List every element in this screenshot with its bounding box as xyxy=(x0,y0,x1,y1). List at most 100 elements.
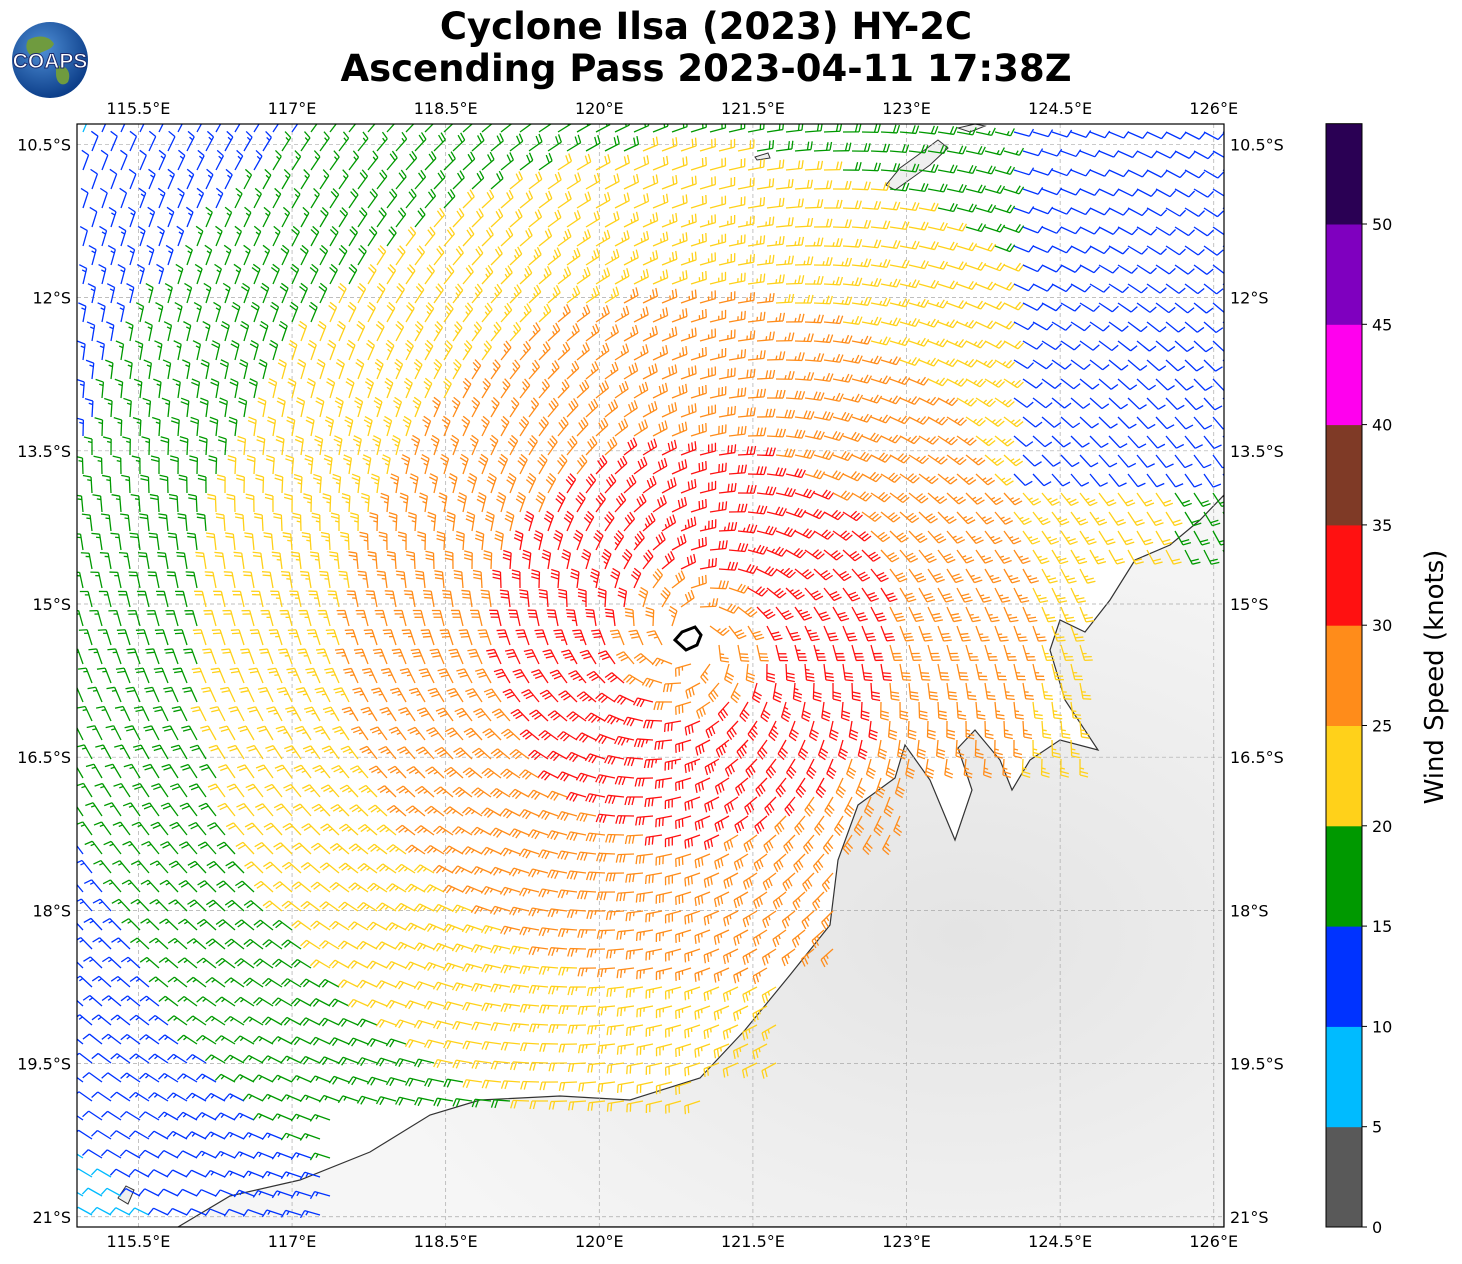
wind-barb-staff xyxy=(272,124,280,133)
wind-barb-feather xyxy=(691,214,694,224)
wind-barb-half-feather xyxy=(412,119,414,122)
wind-barb-half-feather xyxy=(679,352,682,357)
wind-barb-feather xyxy=(782,159,785,168)
wind-barb-feather xyxy=(691,404,694,413)
wind-barb-feather xyxy=(1235,328,1242,333)
wind-barb-feather xyxy=(691,366,694,375)
wind-barb-feather xyxy=(687,443,691,452)
wind-barb-staff xyxy=(443,124,454,133)
wind-barb-half-feather xyxy=(784,298,787,303)
wind-barb xyxy=(101,124,107,133)
wind-barb-half-feather xyxy=(78,460,83,463)
wind-barb xyxy=(291,124,299,133)
wind-barb xyxy=(177,112,185,133)
wind-barb-feather xyxy=(691,252,694,262)
wind-barb-staff xyxy=(462,124,474,133)
wind-barb-feather xyxy=(237,112,243,118)
wind-barb xyxy=(405,119,415,133)
wind-barb-feather xyxy=(688,367,691,377)
wind-barb xyxy=(1222,473,1224,477)
wind-barb-staff xyxy=(861,169,879,172)
wind-barb-half-feather xyxy=(659,352,662,357)
wind-barb-half-feather xyxy=(794,279,797,284)
wind-barb-staff xyxy=(253,124,260,133)
wind-barb-staff xyxy=(766,358,784,361)
wind-barb xyxy=(367,124,376,133)
wind-barb-half-feather xyxy=(219,118,222,121)
wind-barb-staff xyxy=(215,124,222,133)
wind-barb-feather xyxy=(1225,347,1232,351)
wind-barb xyxy=(1222,397,1224,401)
wind-barb-staff xyxy=(281,476,284,494)
wind-barb xyxy=(1222,245,1224,248)
wind-barb-feather xyxy=(772,178,775,187)
wind-barb xyxy=(310,124,318,133)
wind-barb-feather xyxy=(685,232,688,241)
wind-barb-staff xyxy=(81,457,84,475)
wind-barb-staff xyxy=(82,124,88,133)
wind-barb-staff xyxy=(756,377,774,380)
wind-barb-half-feather xyxy=(630,218,633,224)
wind-barb xyxy=(481,124,493,133)
wind-barb-staff xyxy=(766,435,784,438)
small-island-3 xyxy=(956,124,987,133)
wind-barb-feather xyxy=(686,124,688,127)
wind-barb-feather xyxy=(691,138,694,148)
wind-barb-feather xyxy=(1226,231,1232,236)
wind-barb-staff xyxy=(870,150,888,153)
wind-barb-half-feather xyxy=(775,279,778,284)
wind-barb xyxy=(234,112,243,133)
wind-barb-feather xyxy=(759,159,762,168)
wind-barb-feather xyxy=(179,112,185,117)
wind-barb-half-feather xyxy=(277,119,280,122)
wind-barb-feather xyxy=(749,292,752,302)
wind-barb-staff xyxy=(794,340,812,343)
wind-barb xyxy=(329,124,337,133)
wind-barb-half-feather xyxy=(775,317,778,322)
wind-barb-feather xyxy=(354,113,359,120)
wind-barb-feather xyxy=(682,233,685,242)
wind-barb-staff xyxy=(329,124,337,133)
wind-barb-feather xyxy=(763,158,765,168)
wind-barb-half-feather xyxy=(669,257,672,262)
wind-barb-staff xyxy=(424,124,434,133)
wind-barb-feather xyxy=(257,112,263,118)
wind-barb-feather xyxy=(1227,192,1233,198)
wind-barb-staff xyxy=(186,438,189,456)
wind-barb-feather xyxy=(727,445,730,454)
wind-barb-feather xyxy=(727,407,730,416)
wind-barb-staff xyxy=(851,188,869,191)
wind-barb-staff xyxy=(1222,207,1224,210)
wind-barb-feather xyxy=(1234,367,1241,371)
wind-barb-feather xyxy=(749,254,752,263)
wind-barb-feather xyxy=(772,140,775,149)
wind-barb-feather xyxy=(1237,173,1243,179)
wind-barb-feather xyxy=(759,273,762,283)
wind-barb-staff xyxy=(1222,245,1224,248)
wind-barb-staff xyxy=(147,476,150,494)
wind-barb-staff xyxy=(880,131,898,134)
wind-barb-staff xyxy=(120,419,123,437)
wind-barb xyxy=(215,112,224,133)
wind-barb-feather xyxy=(1236,211,1242,217)
wind-barb-feather xyxy=(730,406,733,415)
wind-barb-staff xyxy=(804,321,822,324)
wind-barb-half-feather xyxy=(354,119,356,122)
wind-barb xyxy=(158,124,164,133)
wind-barb xyxy=(120,124,126,133)
wind-barb xyxy=(500,124,513,133)
wind-barb-feather xyxy=(778,124,781,131)
wind-barb-half-feather xyxy=(649,332,652,338)
wind-barb-feather xyxy=(218,112,224,118)
wind-barb xyxy=(196,124,203,133)
wind-barb-feather xyxy=(691,328,694,337)
wind-barb-half-feather xyxy=(669,333,671,338)
wind-barb-staff xyxy=(139,124,145,133)
wind-barb-feather xyxy=(685,270,688,279)
wind-barb-staff xyxy=(310,124,318,133)
wind-barb-staff xyxy=(367,124,376,133)
wind-barb-feather xyxy=(753,292,756,301)
timor-island xyxy=(885,139,949,191)
wind-barb-feather xyxy=(685,194,688,203)
wind-barb-feather xyxy=(768,216,771,226)
